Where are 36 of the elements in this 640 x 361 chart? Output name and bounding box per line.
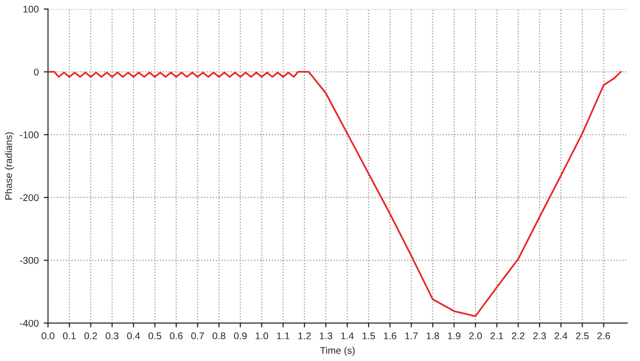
x-tick-label: 0.0 (42, 332, 54, 340)
y-tick-label: -400 (20, 320, 39, 327)
x-tick-label: 0.3 (106, 332, 118, 340)
x-tick-label: 0.1 (62, 332, 76, 340)
x-tick-label: 2.2 (512, 332, 524, 340)
x-tick-label: 1.4 (341, 332, 354, 340)
x-tick-label: 2.0 (469, 332, 482, 340)
x-tick-label: 0.5 (148, 332, 162, 340)
x-tick-label: 0.6 (170, 332, 183, 340)
x-tick-label: 1.6 (384, 332, 396, 340)
y-tick-label: 100 (23, 6, 39, 13)
x-tick-label: 0.7 (191, 332, 204, 340)
x-tick-label: 0.2 (84, 332, 98, 340)
x-tick-label: 1.1 (277, 332, 290, 340)
x-tick-label: 0.9 (234, 332, 247, 340)
x-tick-label: 1.5 (362, 332, 375, 340)
x-tick-label: 1.9 (448, 332, 460, 340)
x-tick-label: 2.3 (533, 332, 546, 340)
y-tick-label: -100 (20, 131, 39, 138)
x-tick-label: 0.4 (127, 332, 140, 340)
y-tick-label: -200 (20, 194, 39, 202)
x-tick-label: 0.8 (212, 332, 226, 340)
x-tick-label: 1.7 (405, 332, 418, 340)
x-tick-label: 1.3 (320, 332, 332, 340)
x-tick-label: 1.2 (298, 332, 311, 340)
x-axis-title: Time (s) (320, 346, 355, 356)
x-tick-label: 1.8 (426, 332, 440, 340)
y-tick-label: 0 (34, 68, 39, 76)
x-tick-label: 2.6 (597, 332, 610, 340)
y-axis-title: Phase (radians) (4, 132, 14, 200)
x-tick-label: 1.0 (256, 332, 268, 340)
line-series (48, 71, 622, 318)
x-tick-label: 2.1 (490, 332, 504, 340)
x-tick-label: 2.4 (554, 332, 568, 340)
y-tick-label: -300 (20, 257, 39, 264)
x-tick-label: 2.5 (576, 332, 589, 340)
